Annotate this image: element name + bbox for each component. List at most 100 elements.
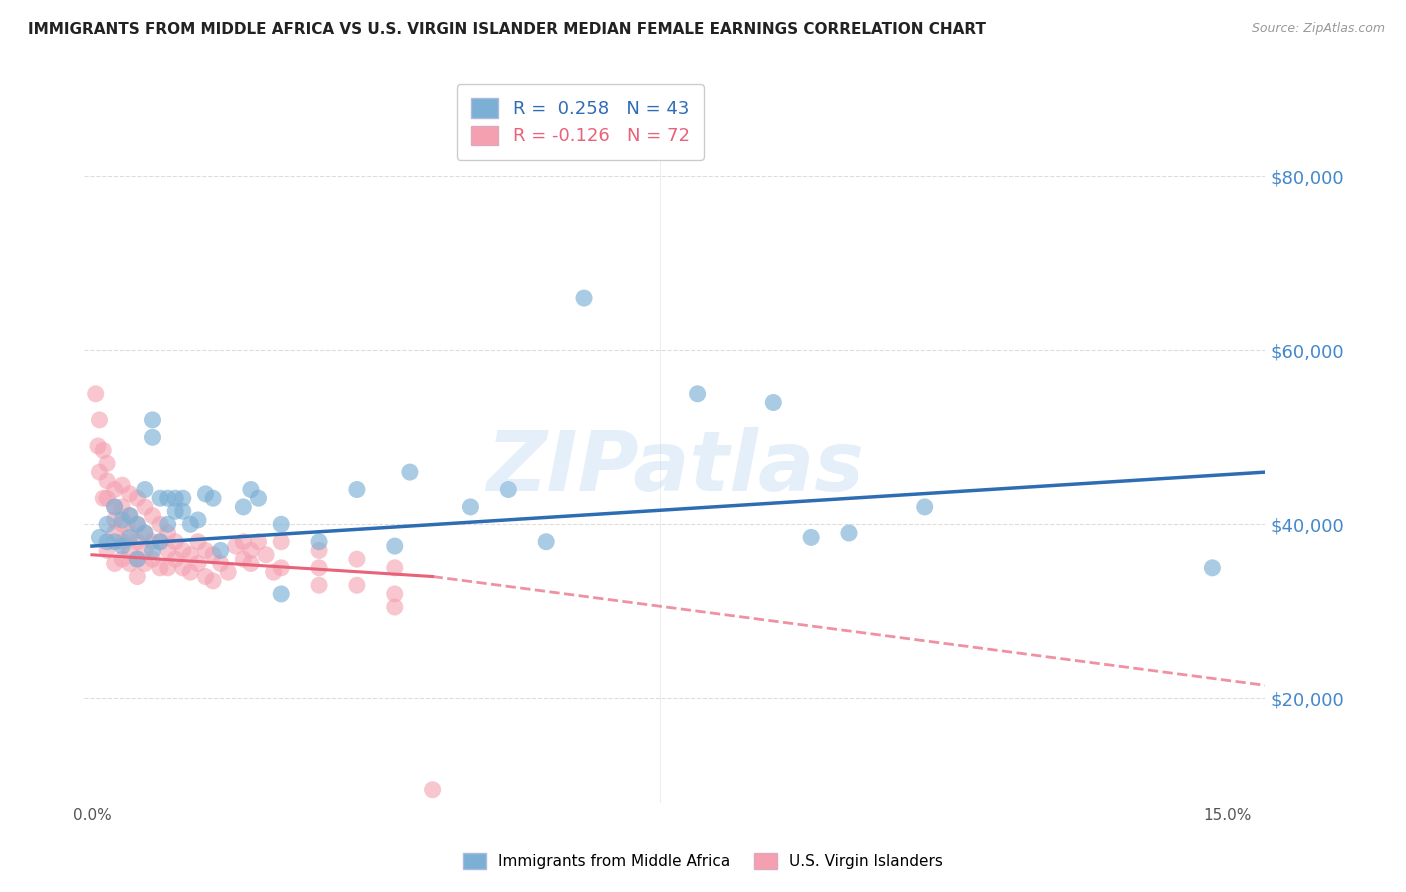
Point — [156, 543, 179, 558]
Point — [84, 386, 107, 401]
Point — [422, 782, 444, 797]
Point — [172, 543, 194, 558]
Point — [209, 557, 232, 571]
Point — [141, 543, 163, 558]
Point — [96, 517, 118, 532]
Point — [232, 552, 254, 566]
Point — [187, 534, 209, 549]
Point — [572, 291, 595, 305]
Point — [172, 561, 194, 575]
Point — [118, 487, 141, 501]
Point — [384, 561, 406, 575]
Point — [127, 552, 149, 566]
Point — [104, 534, 127, 549]
Point — [209, 543, 232, 558]
Point — [149, 491, 172, 506]
Point — [134, 543, 156, 558]
Point — [762, 395, 785, 409]
Point — [104, 500, 127, 514]
Point — [134, 526, 156, 541]
Point — [270, 561, 292, 575]
Point — [346, 483, 368, 497]
Point — [134, 526, 156, 541]
Point — [149, 517, 172, 532]
Point — [165, 552, 187, 566]
Point — [202, 548, 225, 562]
Point — [179, 548, 201, 562]
Point — [141, 430, 163, 444]
Point — [254, 548, 277, 562]
Point — [239, 543, 262, 558]
Point — [308, 534, 330, 549]
Point — [156, 561, 179, 575]
Point — [156, 491, 179, 506]
Point — [179, 565, 201, 579]
Point — [89, 530, 111, 544]
Point — [156, 526, 179, 541]
Point — [141, 413, 163, 427]
Point — [127, 534, 149, 549]
Point — [165, 534, 187, 549]
Point — [239, 483, 262, 497]
Point — [118, 557, 141, 571]
Point — [534, 534, 557, 549]
Point — [225, 539, 247, 553]
Point — [165, 504, 187, 518]
Point — [270, 534, 292, 549]
Point — [247, 534, 270, 549]
Point — [91, 491, 114, 506]
Point — [149, 534, 172, 549]
Point — [87, 439, 110, 453]
Point — [172, 491, 194, 506]
Text: Source: ZipAtlas.com: Source: ZipAtlas.com — [1251, 22, 1385, 36]
Point — [384, 599, 406, 614]
Point — [202, 491, 225, 506]
Point — [346, 552, 368, 566]
Point — [172, 504, 194, 518]
Point — [104, 483, 127, 497]
Point — [384, 587, 406, 601]
Point — [118, 508, 141, 523]
Point — [156, 517, 179, 532]
Point — [89, 465, 111, 479]
Point — [111, 534, 134, 549]
Point — [118, 530, 141, 544]
Point — [498, 483, 520, 497]
Point — [838, 526, 860, 541]
Point — [134, 500, 156, 514]
Legend: Immigrants from Middle Africa, U.S. Virgin Islanders: Immigrants from Middle Africa, U.S. Virg… — [457, 847, 949, 875]
Point — [96, 534, 118, 549]
Point — [127, 569, 149, 583]
Point — [111, 539, 134, 553]
Point — [384, 539, 406, 553]
Text: IMMIGRANTS FROM MIDDLE AFRICA VS U.S. VIRGIN ISLANDER MEDIAN FEMALE EARNINGS COR: IMMIGRANTS FROM MIDDLE AFRICA VS U.S. VI… — [28, 22, 986, 37]
Point — [247, 491, 270, 506]
Point — [1201, 561, 1223, 575]
Point — [118, 543, 141, 558]
Point — [270, 587, 292, 601]
Point — [118, 508, 141, 523]
Point — [96, 543, 118, 558]
Point — [202, 574, 225, 588]
Point — [111, 517, 134, 532]
Point — [232, 534, 254, 549]
Point — [134, 557, 156, 571]
Point — [127, 491, 149, 506]
Point — [187, 513, 209, 527]
Point — [308, 578, 330, 592]
Point — [165, 491, 187, 506]
Point — [270, 517, 292, 532]
Point — [141, 508, 163, 523]
Point — [118, 526, 141, 541]
Point — [217, 565, 239, 579]
Point — [149, 534, 172, 549]
Point — [346, 578, 368, 592]
Point — [104, 500, 127, 514]
Point — [914, 500, 936, 514]
Point — [111, 500, 134, 514]
Point — [134, 483, 156, 497]
Point — [141, 534, 163, 549]
Point — [104, 557, 127, 571]
Point — [127, 517, 149, 532]
Point — [460, 500, 482, 514]
